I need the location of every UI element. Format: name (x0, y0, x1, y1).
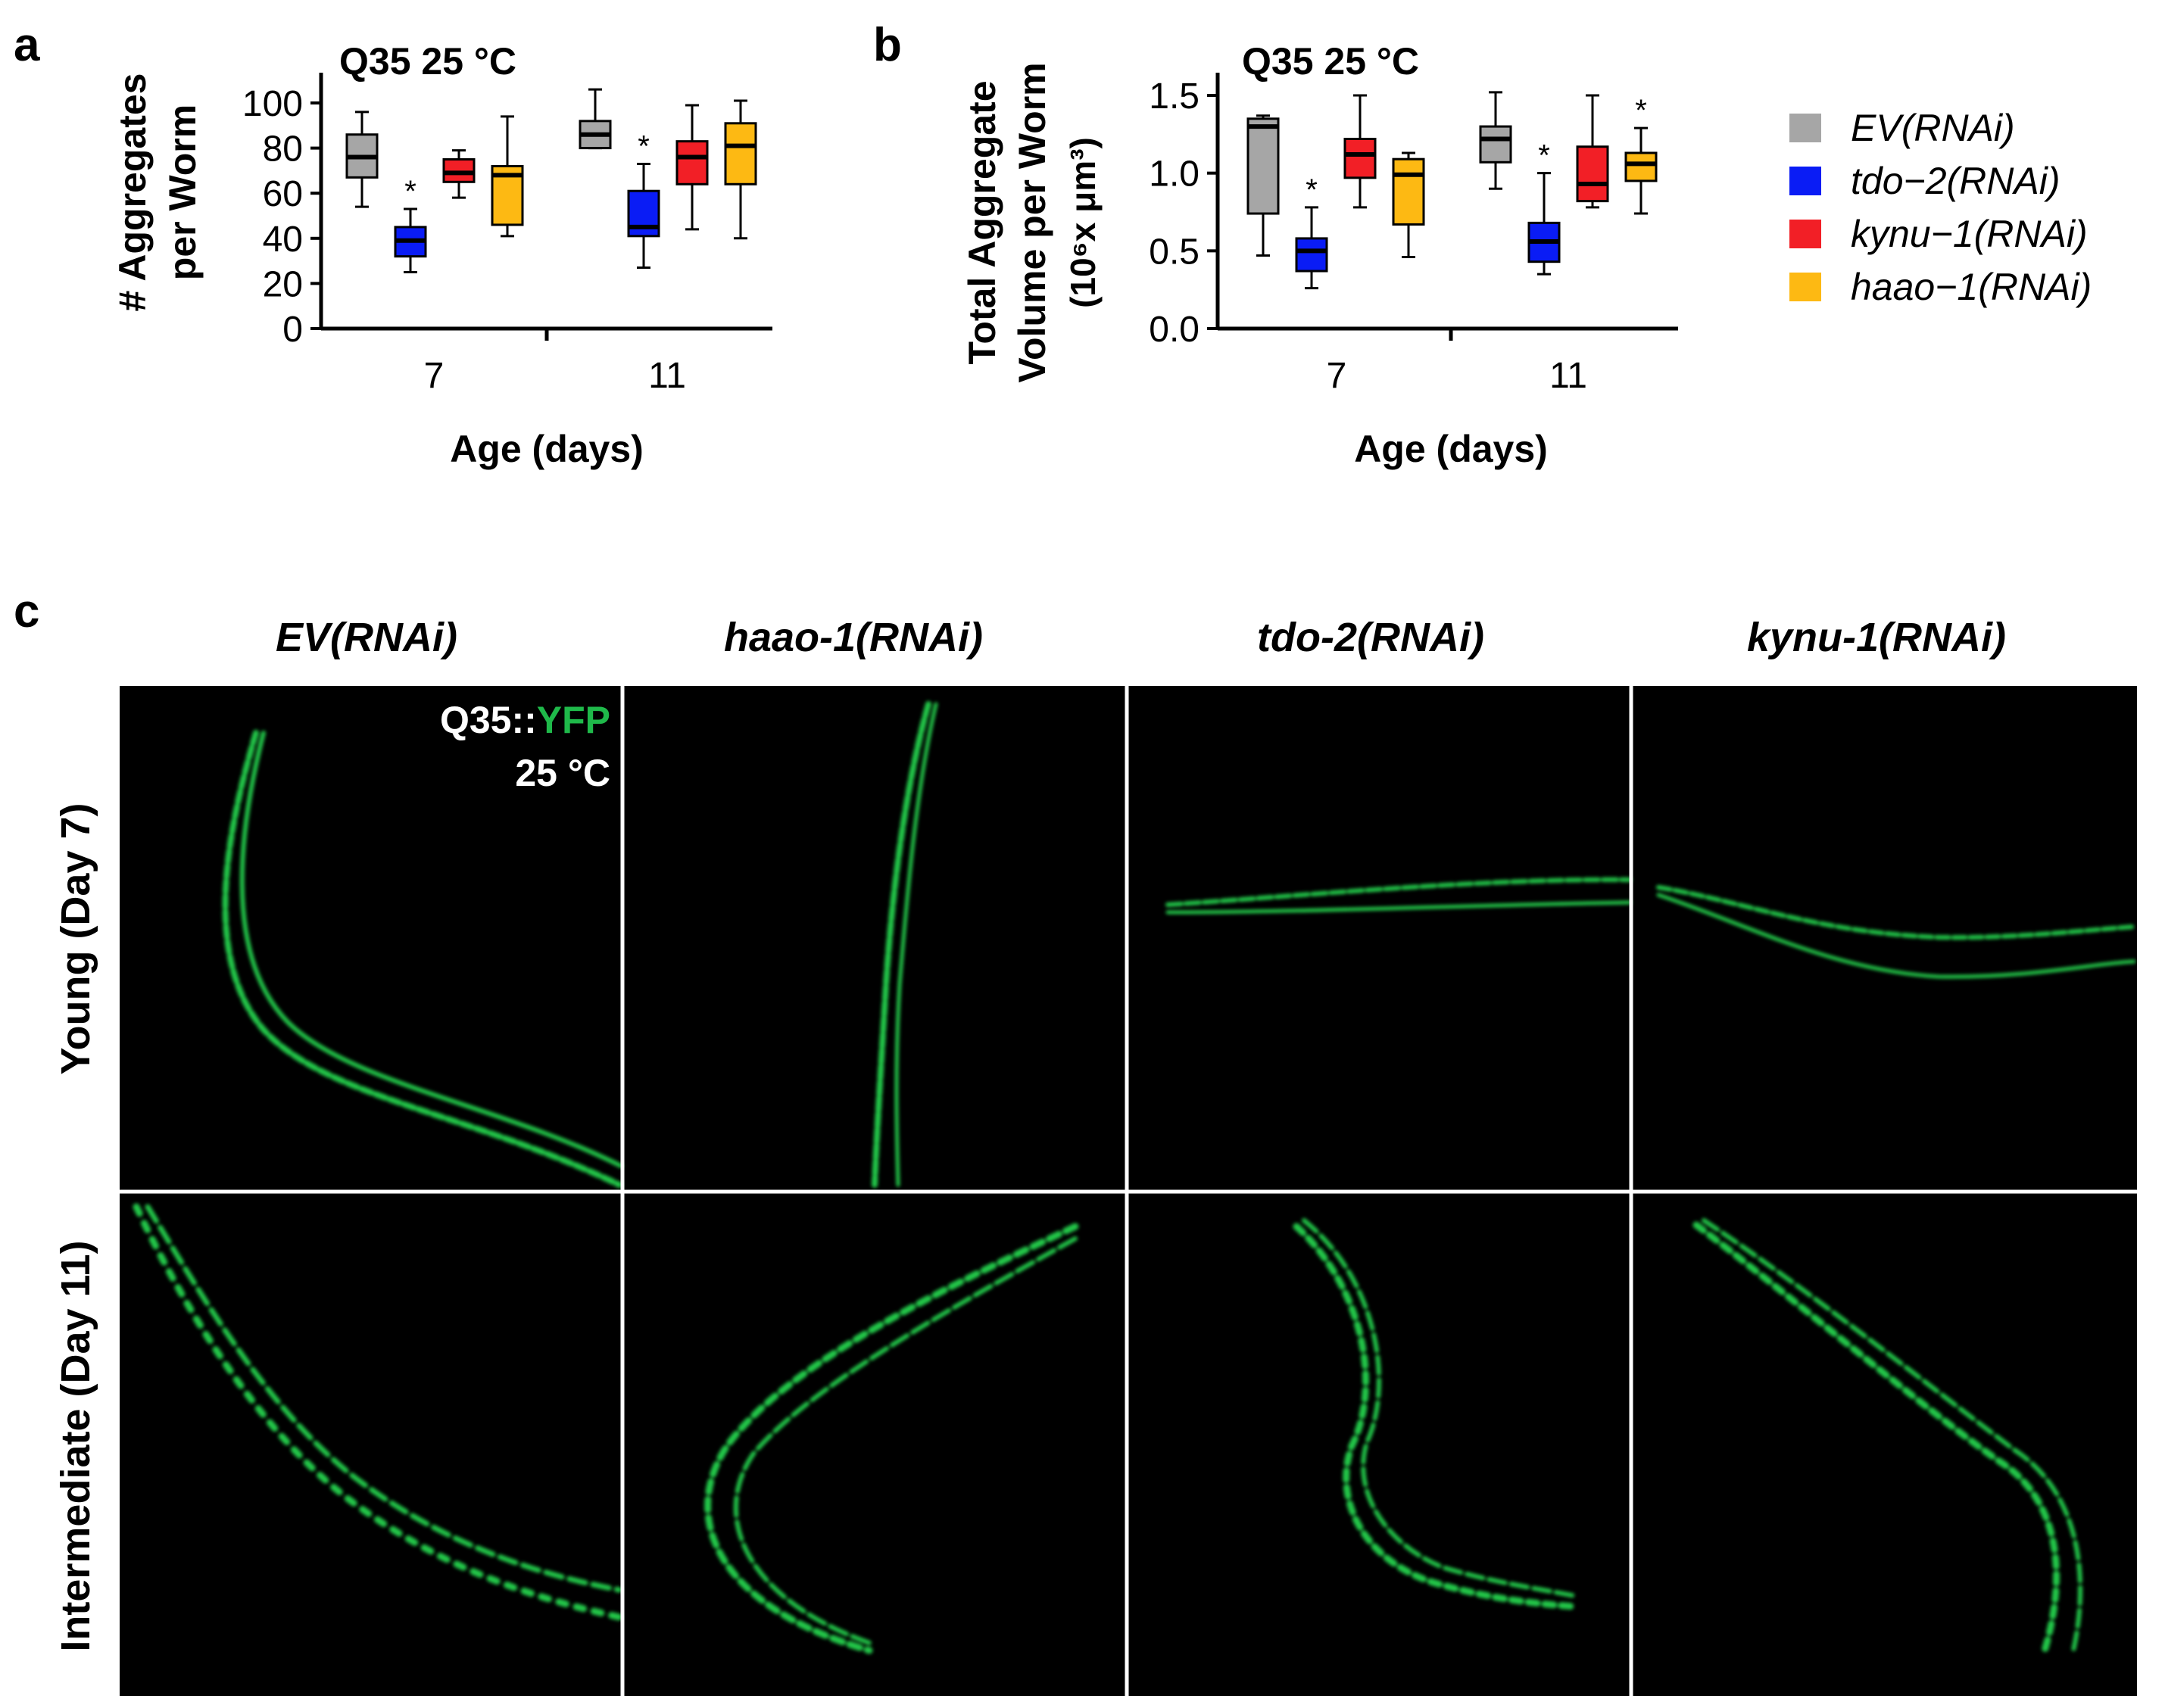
worm-image-tdo2-day7 (1165, 877, 1632, 915)
column-title-kynu1: kynu-1(RNAi) (1747, 615, 2006, 660)
worm-image-haao1-day11 (704, 1223, 1079, 1654)
overlay-marker-prefix: Q35:: (440, 699, 537, 741)
worm-image-ev-day7 (222, 730, 623, 1188)
chart-b-category-7: 7 (1327, 356, 1347, 396)
panel-label-b: b (873, 19, 902, 71)
legend-swatch-tdo2 (1789, 167, 1821, 195)
panel-label-c: c (14, 585, 39, 637)
chart-b-y-tick-label: 0.0 (1149, 310, 1199, 350)
chart-b-y-tick-label: 0.5 (1149, 232, 1199, 272)
microscopy-grid: Q35::YFP 25 °C (120, 686, 2137, 1696)
chart-a-y-label-line2: per Worm (161, 104, 204, 280)
chart-a-boxes: ** (345, 88, 757, 273)
chart-b-y-label-line2: Volume per Worm (1011, 62, 1053, 382)
chart-b-box-kynu1rnai-day11 (1576, 145, 1609, 203)
chart-b-y-ticks: 0.0 0.5 1.0 1.5 (1149, 76, 1218, 350)
chart-b-title: Q35 25 °C (1242, 40, 1419, 83)
chart-a-y-label-line1: # Aggregates (111, 73, 154, 312)
worm-image-kynu1-day11 (1692, 1218, 2083, 1654)
chart-b-boxes: * * * (1246, 91, 1658, 290)
chart-b-box-haao1rnai-day7 (1392, 157, 1425, 226)
chart-b-box-tdo2rnai-day7 (1295, 237, 1328, 273)
chart-a-y-tick-label: 20 (263, 264, 303, 304)
worm-image-kynu1-day7 (1656, 885, 2136, 979)
chart-a-y-tick-label: 40 (263, 220, 303, 260)
chart-a-x-label: Age (days) (450, 428, 644, 470)
chart-b-y-label-line3: (10⁶x μm³) (1063, 137, 1103, 308)
panel-label-a: a (14, 19, 40, 71)
chart-a-box-haao1rnai-day11 (724, 122, 757, 185)
row-title-intermediate: Intermediate (Day 11) (53, 1240, 98, 1651)
legend: EV(RNAi) tdo−2(RNAi) kynu−1(RNAi) haao−1… (1789, 107, 2092, 308)
chart-a-y-tick-label: 60 (263, 174, 303, 214)
legend-label-ev: EV(RNAi) (1851, 107, 2015, 149)
chart-b-box-kynu1rnai-day7 (1343, 137, 1377, 179)
column-title-haao1: haao-1(RNAi) (724, 615, 983, 660)
chart-b-box-evrnai-day7 (1246, 117, 1280, 215)
legend-swatch-kynu1 (1789, 220, 1821, 248)
worm-image-haao1-day7 (872, 701, 938, 1188)
chart-b-box-tdo2rnai-day7-significance: * (1306, 173, 1318, 207)
chart-a-y-tick-label: 0 (282, 310, 303, 350)
chart-a-box-tdo2rnai-day11-significance: * (638, 129, 650, 163)
column-title-tdo2: tdo-2(RNAi) (1257, 615, 1484, 660)
chart-b-box-haao1rnai-day11 (1624, 151, 1658, 182)
overlay-marker-label: Q35::YFP (440, 699, 610, 741)
overlay-temperature-label: 25 °C (515, 752, 610, 794)
chart-a-box-tdo2rnai-day7-significance: * (404, 175, 416, 208)
row-title-young: Young (Day 7) (53, 803, 98, 1074)
chart-b-category-11: 11 (1549, 356, 1587, 396)
legend-label-kynu1: kynu−1(RNAi) (1851, 213, 2088, 255)
chart-a-category-7: 7 (424, 356, 445, 396)
chart-b-y-tick-label: 1.5 (1149, 76, 1199, 117)
overlay-marker-yfp: YFP (537, 699, 610, 741)
chart-a-y-tick-label: 100 (242, 84, 303, 124)
chart-a-y-tick-label: 80 (263, 129, 303, 170)
column-title-ev: EV(RNAi) (276, 615, 457, 660)
chart-a-category-11: 11 (648, 356, 686, 396)
chart-a-title: Q35 25 °C (339, 40, 516, 83)
chart-b-y-label-line1: Total Aggregate (961, 80, 1003, 364)
chart-a-box-kynu1rnai-day11 (675, 140, 709, 185)
legend-swatch-ev (1789, 114, 1821, 142)
worm-image-ev-day11 (133, 1203, 623, 1621)
chart-b-y-tick-label: 1.0 (1149, 154, 1199, 195)
chart-b-x-label: Age (days) (1354, 428, 1548, 470)
chart-b-box-haao1rnai-day11-significance: * (1635, 94, 1647, 127)
chart-b: Q35 25 °C 0.0 0.5 1.0 1.5 * * * 7 11 Age (day… (961, 40, 1678, 470)
chart-b-box-evrnai-day11 (1479, 125, 1512, 164)
legend-swatch-haao1 (1789, 273, 1821, 301)
legend-label-haao1: haao−1(RNAi) (1851, 266, 2092, 308)
worm-image-tdo2-day11 (1293, 1218, 1579, 1610)
legend-label-tdo2: tdo−2(RNAi) (1851, 160, 2060, 202)
chart-b-box-tdo2rnai-day11-significance: * (1538, 139, 1550, 173)
